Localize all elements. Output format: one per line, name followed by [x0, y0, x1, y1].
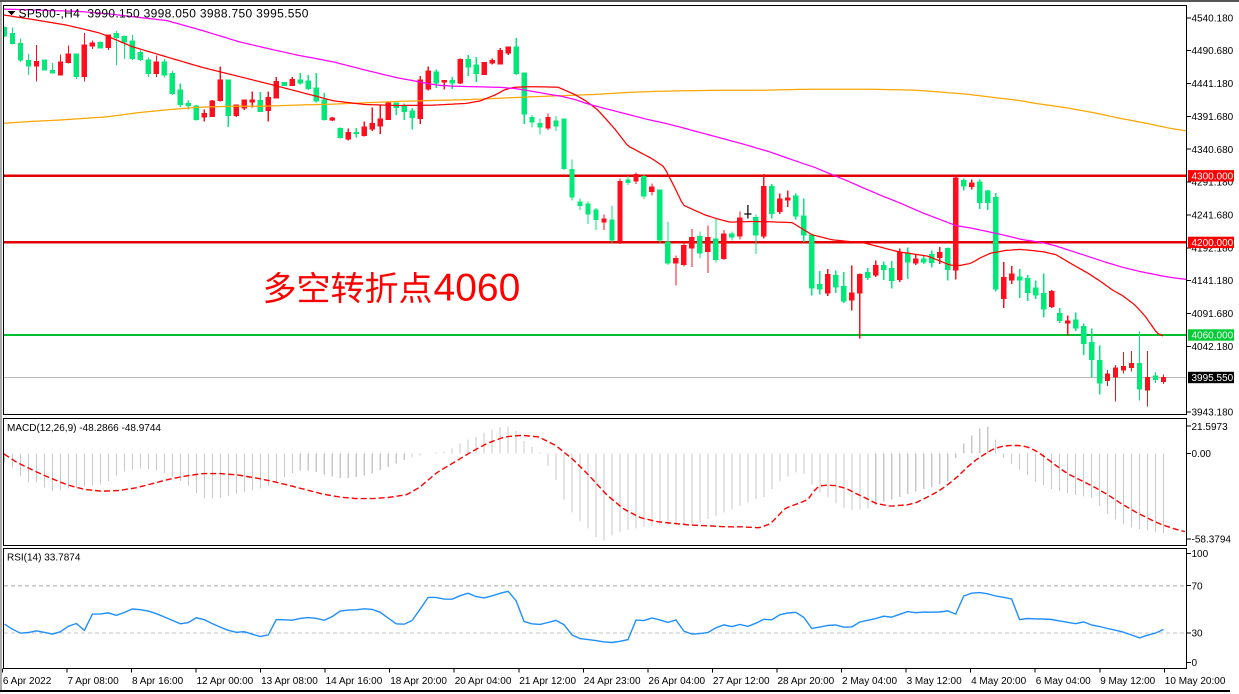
svg-text:13 Apr 08:00: 13 Apr 08:00 [261, 676, 318, 687]
svg-text:18 Apr 20:00: 18 Apr 20:00 [390, 676, 447, 687]
svg-text:21.5973: 21.5973 [1192, 422, 1229, 433]
svg-text:3943.180: 3943.180 [1192, 408, 1234, 419]
svg-text:10 May 20:00: 10 May 20:00 [1165, 676, 1226, 687]
svg-text:0: 0 [1192, 658, 1198, 669]
svg-text:4300.000: 4300.000 [1192, 172, 1234, 183]
svg-text:4340.680: 4340.680 [1192, 145, 1234, 156]
svg-text:4 May 20:00: 4 May 20:00 [971, 676, 1026, 687]
svg-text:100: 100 [1192, 549, 1209, 560]
svg-text:70: 70 [1192, 581, 1204, 592]
svg-text:SP500-,H4 3990.150 3998.050 3: SP500-,H4 3990.150 3998.050 3988.750 399… [19, 6, 309, 20]
svg-text:-58.3794: -58.3794 [1192, 535, 1232, 546]
svg-text:12 Apr 00:00: 12 Apr 00:00 [197, 676, 254, 687]
svg-text:4042.180: 4042.180 [1192, 342, 1234, 353]
svg-text:4091.680: 4091.680 [1192, 309, 1234, 320]
svg-text:RSI(14) 33.7874: RSI(14) 33.7874 [7, 553, 81, 564]
svg-text:4391.680: 4391.680 [1192, 112, 1234, 123]
svg-text:3995.550: 3995.550 [1192, 373, 1234, 384]
svg-text:20 Apr 04:00: 20 Apr 04:00 [455, 676, 512, 687]
svg-text:3 May 12:00: 3 May 12:00 [907, 676, 962, 687]
svg-text:24 Apr 23:00: 24 Apr 23:00 [584, 676, 641, 687]
svg-text:4540.180: 4540.180 [1192, 13, 1234, 24]
svg-text:4200.000: 4200.000 [1192, 238, 1234, 249]
svg-text:4141.180: 4141.180 [1192, 276, 1234, 287]
svg-text:2 May 04:00: 2 May 04:00 [842, 676, 897, 687]
svg-text:4441.180: 4441.180 [1192, 79, 1234, 90]
svg-text:9 May 12:00: 9 May 12:00 [1100, 676, 1155, 687]
svg-text:MACD(12,26,9) -48.2866 -48.974: MACD(12,26,9) -48.2866 -48.9744 [7, 423, 161, 434]
svg-text:8 Apr 16:00: 8 Apr 16:00 [132, 676, 184, 687]
svg-text:28 Apr 20:00: 28 Apr 20:00 [778, 676, 835, 687]
svg-text:26 Apr 04:00: 26 Apr 04:00 [648, 676, 705, 687]
svg-text:4241.680: 4241.680 [1192, 211, 1234, 222]
svg-text:4060: 4060 [434, 267, 521, 310]
svg-text:0.00: 0.00 [1192, 449, 1212, 460]
svg-text:6 May 04:00: 6 May 04:00 [1036, 676, 1091, 687]
svg-text:7 Apr 08:00: 7 Apr 08:00 [68, 676, 120, 687]
svg-text:27 Apr 12:00: 27 Apr 12:00 [713, 676, 770, 687]
svg-text:6 Apr 2022: 6 Apr 2022 [3, 676, 52, 687]
svg-text:14 Apr 16:00: 14 Apr 16:00 [326, 676, 383, 687]
svg-text:21 Apr 12:00: 21 Apr 12:00 [519, 676, 576, 687]
svg-text:4291.180: 4291.180 [1192, 178, 1234, 189]
svg-text:4192.180: 4192.180 [1192, 243, 1234, 254]
svg-text:30: 30 [1192, 629, 1204, 640]
svg-text:4060.000: 4060.000 [1192, 331, 1234, 342]
svg-text:4490.680: 4490.680 [1192, 46, 1234, 57]
